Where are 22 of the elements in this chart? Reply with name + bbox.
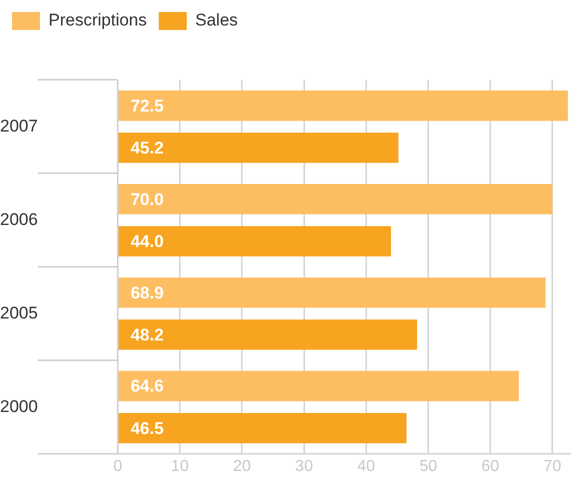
bar [118, 226, 391, 256]
bar [118, 277, 546, 308]
data-label: 44.0 [130, 232, 164, 251]
y-tick-label: 2007 [0, 116, 38, 136]
bar [118, 370, 519, 402]
data-label: 70.0 [130, 190, 164, 209]
bar [118, 320, 418, 350]
data-label: 48.2 [130, 325, 164, 344]
bar [118, 132, 398, 163]
bar [118, 184, 552, 214]
data-label: 46.5 [130, 418, 164, 438]
y-tick-label: 2005 [0, 303, 38, 322]
bar [118, 412, 406, 444]
data-label: 64.6 [130, 376, 164, 396]
legend-label: Prescriptions [48, 10, 147, 30]
y-tick-label: 2000 [0, 396, 38, 416]
data-label: 45.2 [130, 138, 164, 158]
y-tick-label: 2006 [0, 210, 38, 229]
data-label: 68.9 [130, 283, 164, 302]
bar [118, 90, 568, 121]
data-label: 72.5 [130, 96, 164, 116]
legend-label: Sales [195, 10, 238, 30]
